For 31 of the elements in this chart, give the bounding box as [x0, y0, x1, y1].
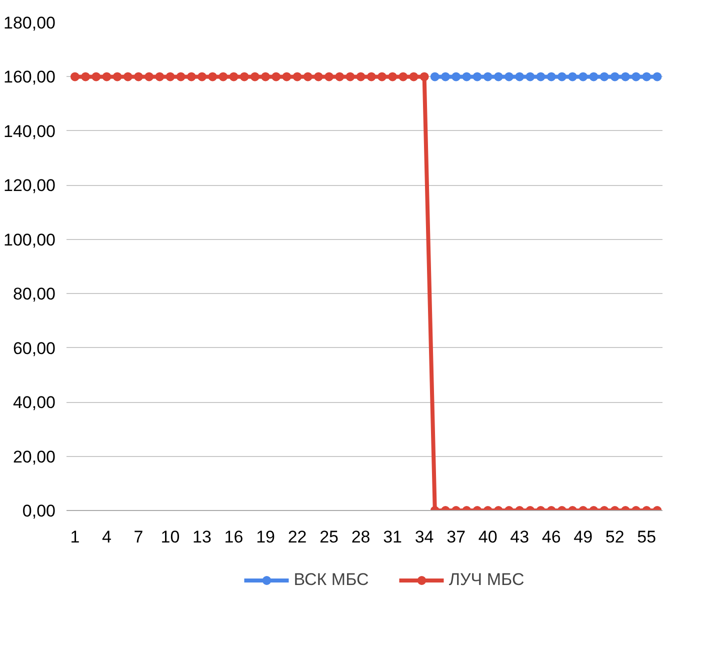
y-tick-label: 120,00 — [4, 176, 56, 196]
x-tick-label: 28 — [351, 528, 370, 546]
x-tick-label: 25 — [320, 528, 339, 546]
x-tick-label: 46 — [542, 528, 561, 546]
x-tick-label: 1 — [70, 528, 80, 546]
y-tick-label: 140,00 — [4, 122, 56, 141]
x-tick-label: 55 — [637, 528, 656, 546]
x-tick-label: 43 — [510, 528, 530, 546]
x-tick-label: 19 — [256, 528, 275, 546]
y-tick-label: 40,00 — [12, 393, 56, 412]
y-tick-label: 100,00 — [4, 230, 56, 250]
x-tick-label: 34 — [414, 528, 434, 546]
x-tick-label: 40 — [478, 528, 498, 546]
x-tick-label: 49 — [574, 528, 593, 546]
x-tick-label: 4 — [102, 528, 112, 546]
x-tick-label: 22 — [288, 528, 307, 546]
x-tick-label: 37 — [446, 528, 466, 546]
y-tick-label: 80,00 — [12, 284, 56, 304]
x-tick-label: 31 — [383, 528, 402, 546]
x-tick-label: 10 — [160, 528, 180, 546]
y-tick-label: 60,00 — [12, 338, 56, 358]
x-tick-label: 13 — [192, 528, 212, 546]
legend-label: ЛУЧ МБС — [448, 570, 524, 590]
y-tick-label: 180,00 — [4, 14, 56, 32]
x-tick-label: 52 — [605, 528, 624, 546]
legend-label: ВСК МБС — [294, 570, 369, 590]
x-tick-label: 7 — [134, 528, 144, 546]
y-tick-label: 160,00 — [4, 68, 56, 87]
x-tick-label: 16 — [224, 528, 244, 546]
y-tick-label: 20,00 — [12, 447, 56, 466]
y-tick-label: 0,00 — [22, 502, 56, 520]
